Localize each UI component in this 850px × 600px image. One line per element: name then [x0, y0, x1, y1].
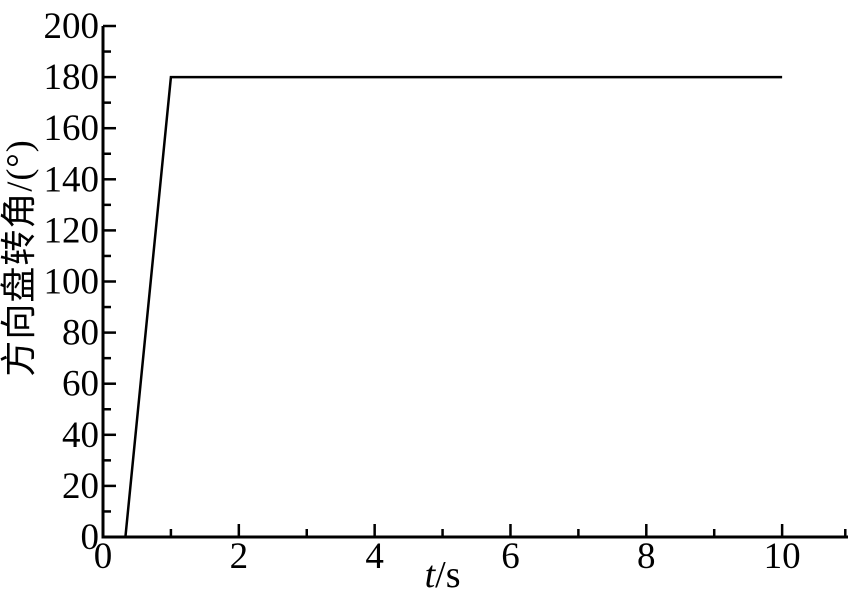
y-tick-label: 180: [44, 57, 100, 98]
x-axis-label: t/s: [425, 554, 461, 596]
x-tick-label: 4: [365, 536, 384, 577]
y-tick-label: 200: [44, 6, 100, 47]
x-tick-label: 0: [94, 536, 113, 577]
y-tick-label: 160: [44, 108, 100, 149]
y-tick-label: 60: [62, 364, 99, 405]
y-tick-label: 40: [62, 415, 99, 456]
x-tick-label: 6: [501, 536, 520, 577]
y-tick-label: 140: [44, 159, 100, 200]
y-tick-label: 80: [62, 313, 99, 354]
y-axis-label: 方向盘转角/(°): [0, 139, 39, 376]
x-tick-label: 2: [230, 536, 249, 577]
y-tick-label: 20: [62, 466, 99, 507]
y-tick-label: 100: [44, 262, 100, 303]
y-tick-label: 120: [44, 210, 100, 251]
y-tick-label: 0: [81, 517, 100, 558]
x-tick-label: 8: [637, 536, 656, 577]
x-tick-label: 10: [764, 536, 801, 577]
series-line-steering-wheel-angle: [124, 75, 783, 538]
